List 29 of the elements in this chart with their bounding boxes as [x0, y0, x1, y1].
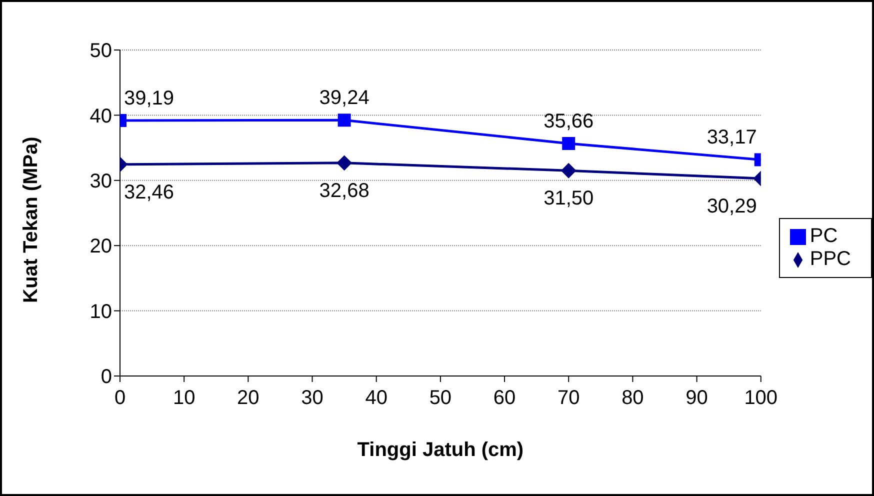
x-tick-label: 100 [744, 387, 778, 410]
data-label: 30,29 [706, 196, 757, 218]
x-tick-label: 60 [493, 387, 516, 410]
x-tick-label: 10 [172, 387, 196, 410]
data-label: 39,19 [124, 87, 174, 110]
x-tick-label: 80 [622, 387, 644, 410]
x-axis-title: Tinggi Jatuh (cm) [357, 439, 524, 461]
data-label: 32,68 [319, 180, 370, 202]
legend-label: PC [810, 225, 838, 247]
x-tick-label: 0 [114, 387, 126, 410]
data-label: 39,24 [319, 87, 370, 110]
x-tick-label: 70 [557, 387, 580, 410]
x-tick-label: 50 [429, 387, 452, 410]
y-tick-label: 50 [90, 40, 112, 62]
x-tick-label: 20 [237, 387, 260, 410]
x-tick-label: 40 [365, 387, 388, 410]
x-tick-label: 90 [686, 387, 708, 410]
y-tick-label: 40 [90, 105, 112, 128]
y-tick-label: 10 [90, 300, 112, 323]
y-tick-label: 30 [90, 170, 112, 192]
data-label: 31,50 [544, 188, 594, 210]
data-label: 33,17 [706, 126, 757, 149]
y-tick-label: 20 [90, 236, 112, 258]
data-label: 32,46 [124, 181, 174, 204]
y-axis-title: Kuat Tekan (MPa) [20, 136, 42, 303]
legend-label: PPC [810, 248, 851, 270]
y-tick-label: 0 [100, 366, 112, 388]
x-tick-label: 30 [301, 387, 324, 410]
data-label: 35,66 [544, 110, 594, 132]
